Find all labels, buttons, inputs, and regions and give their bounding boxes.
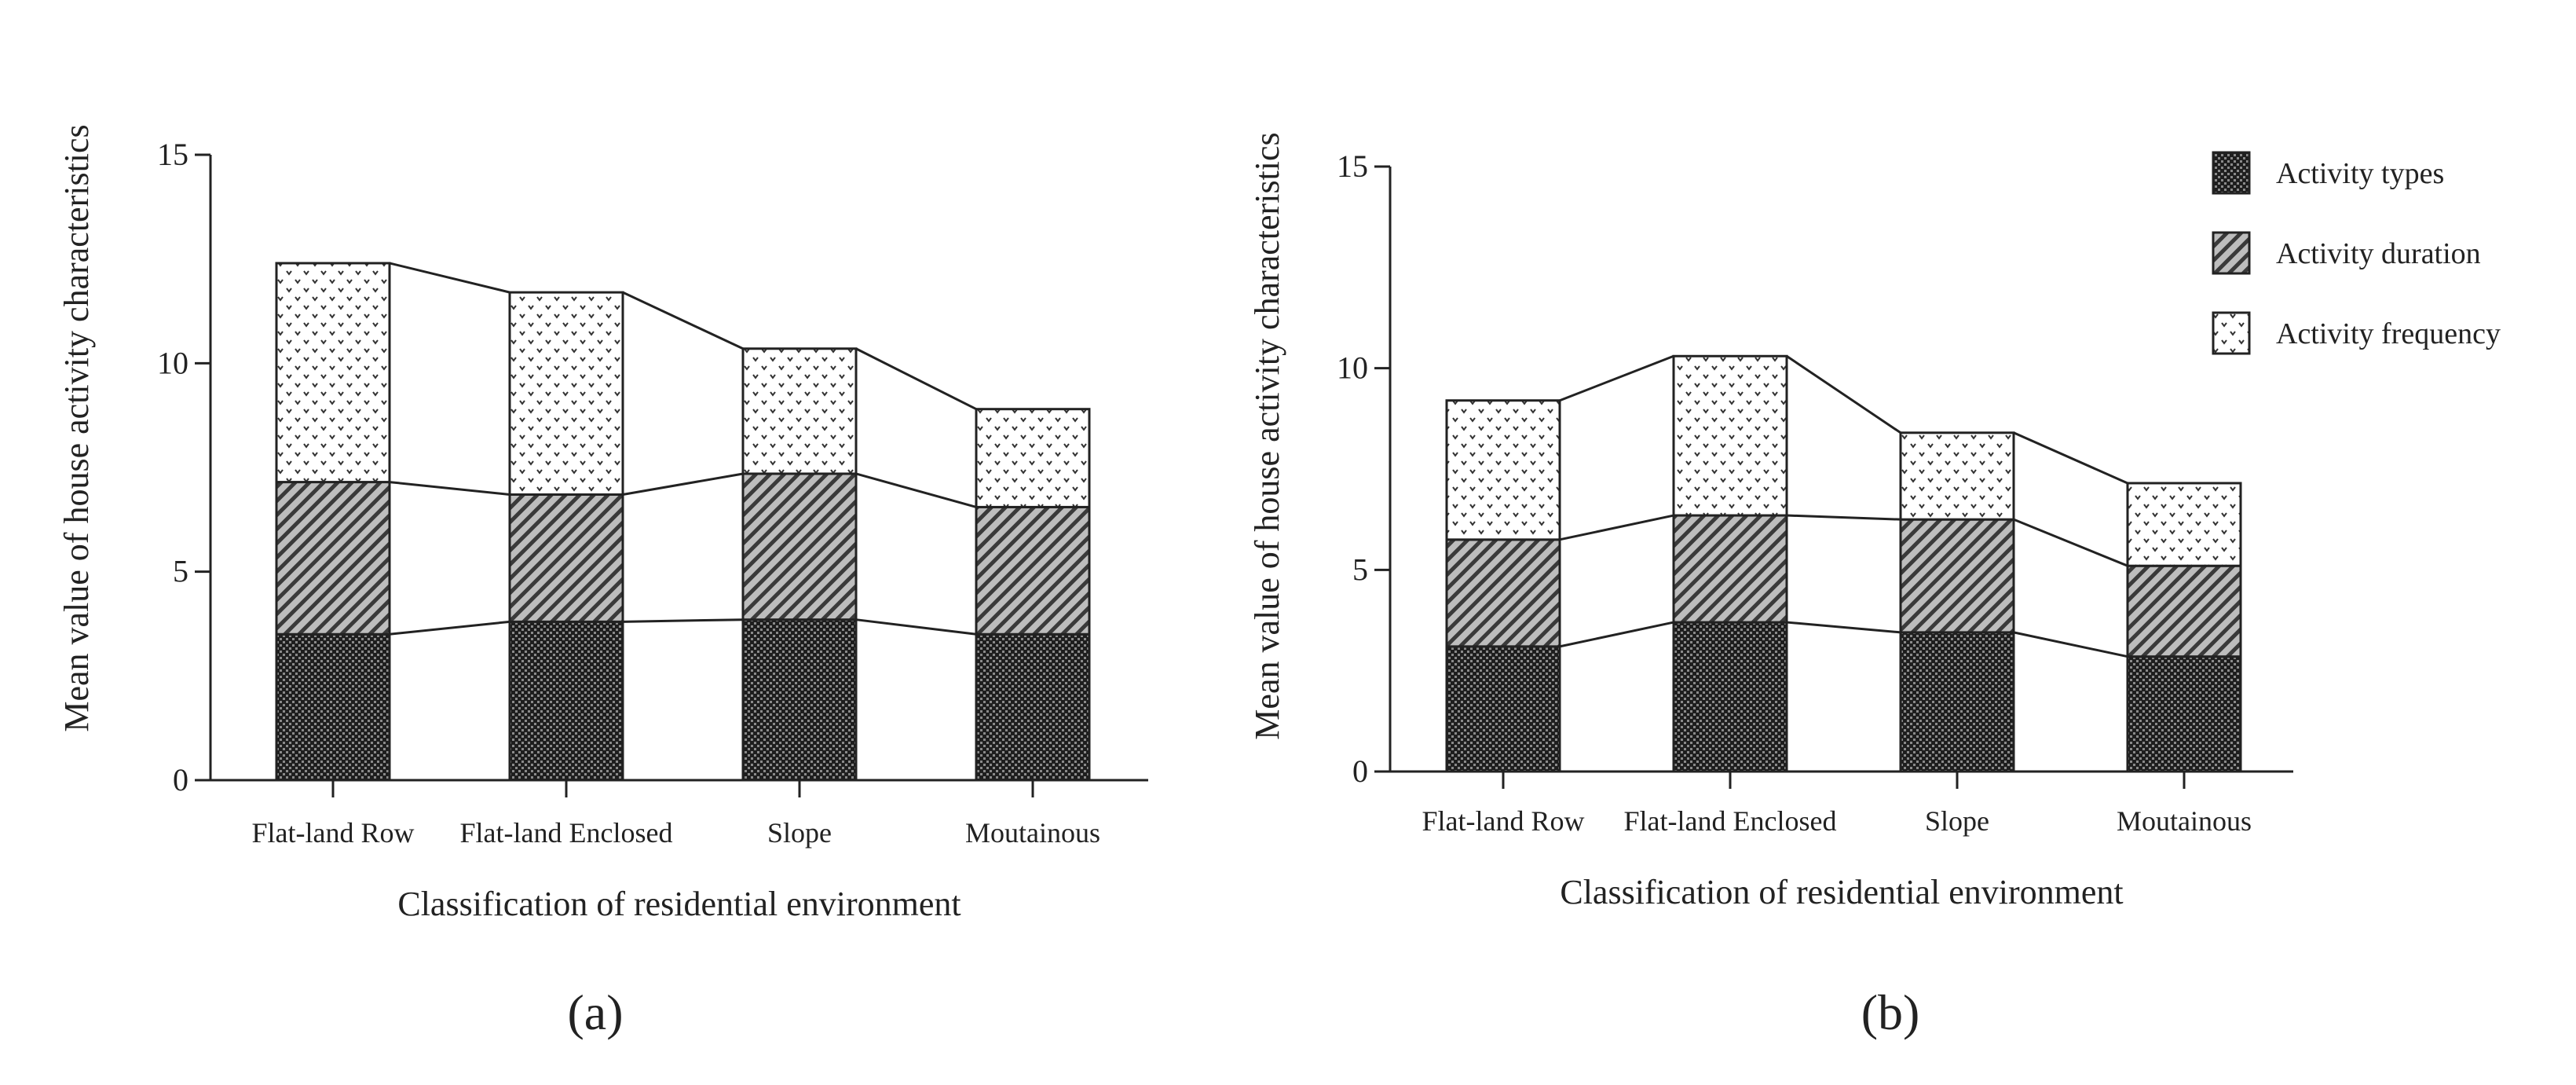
- bar-segment-activity-frequency: [1672, 354, 1788, 517]
- bar-segment-activity-frequency: [1899, 431, 2015, 521]
- y-tick-label: 5: [173, 554, 188, 589]
- panel-label: (a): [567, 984, 623, 1040]
- category-label: Flat-land Row: [252, 817, 415, 849]
- connector-line: [855, 472, 977, 508]
- category-label: Slope: [1925, 805, 1989, 837]
- category-label: Flat-land Enclosed: [460, 817, 673, 849]
- x-axis-title: Classification of residential environmen…: [1560, 873, 2123, 911]
- bar-segment-activity-frequency: [975, 408, 1091, 508]
- category-label: Moutainous: [2117, 805, 2252, 837]
- connector-line: [2013, 431, 2128, 485]
- bar-segment-activity-duration: [975, 505, 1091, 636]
- y-tick-label: 0: [1352, 753, 1368, 789]
- bar-segment-activity-frequency: [508, 291, 624, 496]
- bar-segment-activity-duration: [741, 472, 858, 621]
- legend: Activity types Activity duration Activity …: [2212, 151, 2501, 355]
- connector-line: [1559, 621, 1674, 648]
- y-tick-label: 5: [1352, 552, 1368, 587]
- connector-line: [622, 618, 744, 623]
- bar-segment-activity-duration: [1899, 518, 2015, 634]
- legend-swatch: [2212, 311, 2251, 355]
- panel-label: (b): [1861, 984, 1920, 1040]
- bar-segment-activity-frequency: [741, 347, 858, 475]
- y-tick-label: 10: [157, 345, 188, 380]
- category-label: Flat-land Enclosed: [1624, 805, 1837, 837]
- connector-line: [855, 618, 977, 636]
- connector-line: [1559, 354, 1674, 402]
- legend-swatch: [2212, 151, 2251, 195]
- bar-segment-activity-types: [2126, 655, 2242, 773]
- chart-panel-b: 0 5 10 15 Flat-land Row Flat-land Enclosed Slo…: [1248, 132, 2501, 1040]
- connector-line: [855, 347, 977, 411]
- connector-line: [622, 291, 744, 350]
- connector-line: [1559, 514, 1674, 541]
- connector-line: [1786, 355, 1901, 434]
- legend-label: Activity duration: [2276, 237, 2481, 270]
- bar-segment-activity-duration: [1445, 538, 1561, 648]
- x-axis-title: Classification of residential environmen…: [397, 885, 961, 923]
- bar-segment-activity-frequency: [2126, 482, 2242, 567]
- category-label: Moutainous: [965, 817, 1100, 849]
- y-tick-label: 10: [1337, 350, 1368, 386]
- bar-segment-activity-duration: [508, 493, 624, 623]
- connector-line: [389, 620, 510, 636]
- bar-segment-activity-duration: [1672, 514, 1788, 624]
- legend-label: Activity types: [2276, 157, 2444, 190]
- bar-segment-activity-types: [741, 618, 858, 782]
- bar-segment-activity-types: [975, 632, 1091, 782]
- connector-line: [622, 472, 744, 496]
- legend-label: Activity frequency: [2276, 317, 2501, 350]
- y-axis-title: Mean value of house activity characteris…: [1248, 132, 1286, 739]
- y-tick-label: 15: [157, 137, 188, 172]
- bar-segment-activity-duration: [275, 481, 391, 636]
- connector-line: [1786, 621, 1901, 634]
- bar-segment-activity-frequency: [275, 262, 391, 484]
- bar-segment-activity-types: [508, 620, 624, 782]
- bar-segment-activity-types: [1672, 621, 1788, 773]
- legend-swatch: [2212, 231, 2251, 275]
- bar-segment-activity-types: [275, 632, 391, 782]
- bar-segment-activity-duration: [2126, 564, 2242, 658]
- connector-line: [2013, 518, 2128, 567]
- bar-segment-activity-types: [1445, 645, 1561, 773]
- chart-panel-a: 0 5 10 15 Flat-land Row Flat-land Enclosed Slo…: [57, 124, 1148, 1040]
- category-label: Flat-land Row: [1422, 805, 1585, 837]
- y-tick-label: 15: [1337, 148, 1368, 184]
- connector-line: [389, 262, 510, 294]
- category-label: Slope: [767, 817, 832, 849]
- bar-segment-activity-types: [1899, 631, 2015, 773]
- connector-line: [1786, 514, 1901, 521]
- connector-line: [2013, 631, 2128, 658]
- y-tick-label: 0: [173, 762, 188, 797]
- connector-line: [389, 481, 510, 496]
- bar-segment-activity-frequency: [1445, 399, 1561, 541]
- y-axis-title: Mean value of house activity characteris…: [57, 124, 96, 731]
